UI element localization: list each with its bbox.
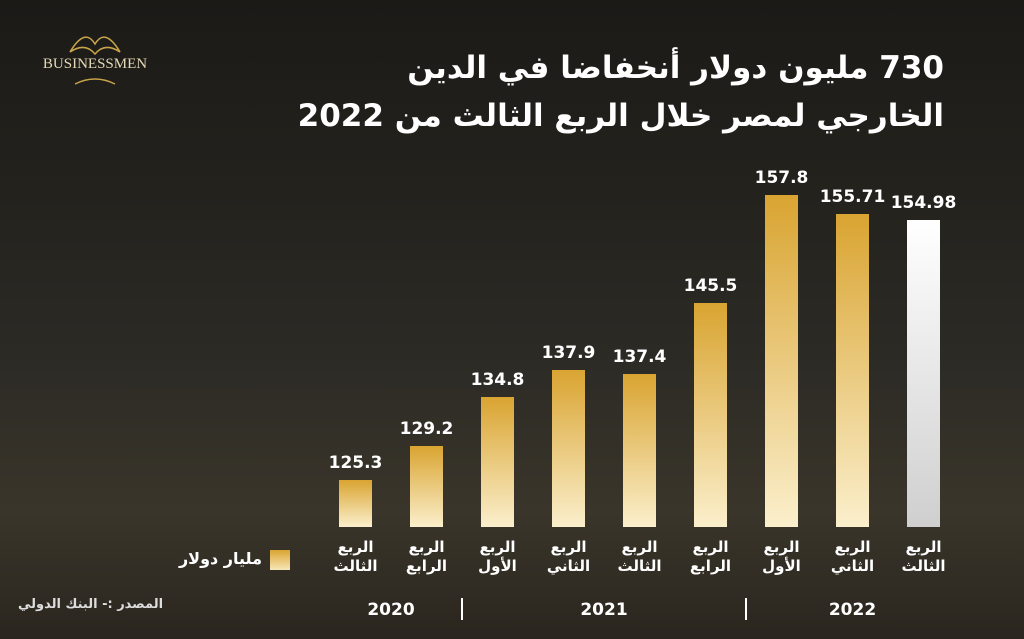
year-label: 2022	[828, 600, 877, 620]
bar	[836, 213, 869, 527]
bar	[623, 374, 656, 527]
value-label: 134.8	[470, 370, 525, 391]
category-label: الربع الثالث	[901, 538, 946, 575]
value-label: 129.2	[399, 419, 454, 440]
category-label: الربع الثاني	[830, 538, 875, 575]
value-label: 137.4	[612, 347, 667, 368]
title-line: 730 مليون دولار أنخفاضا في الدين	[407, 50, 944, 86]
source: المصدر :- البنك الدولي	[18, 597, 164, 612]
category-label: الربع الثالث	[617, 538, 662, 575]
category-label: الربع الأول	[762, 538, 801, 575]
bar	[410, 446, 443, 527]
year-label: 2021	[580, 600, 628, 620]
category-label: الربع الرابع	[689, 538, 732, 575]
category-label: الربع الأول	[478, 538, 517, 575]
bar	[907, 220, 940, 527]
year-label: 2020	[367, 600, 415, 620]
value-label: 137.9	[541, 342, 596, 363]
bar	[339, 480, 372, 527]
value-label: 125.3	[328, 453, 383, 474]
value-label: 157.8	[754, 168, 809, 189]
value-label: 154.98	[890, 193, 957, 214]
legend-label: مليار دولار	[178, 549, 262, 568]
brand: BUSINESSMEN	[42, 56, 148, 72]
bar	[552, 369, 585, 527]
legend-swatch	[270, 550, 290, 570]
bar	[765, 195, 798, 527]
group-separator	[461, 598, 463, 620]
value-label: 145.5	[683, 276, 738, 297]
bar	[481, 397, 514, 527]
category-label: الربع الثالث	[333, 538, 378, 575]
group-separator	[745, 598, 747, 620]
logo-ornament	[69, 36, 121, 85]
bar	[694, 303, 727, 527]
category-label: الربع الثاني	[546, 538, 591, 575]
logo: BUSINESSMEN	[30, 22, 160, 94]
value-label: 155.71	[819, 186, 886, 207]
title-line: الخارجي لمصر خلال الربع الثالث من 2022	[297, 98, 944, 134]
category-label: الربع الرابع	[405, 538, 448, 575]
